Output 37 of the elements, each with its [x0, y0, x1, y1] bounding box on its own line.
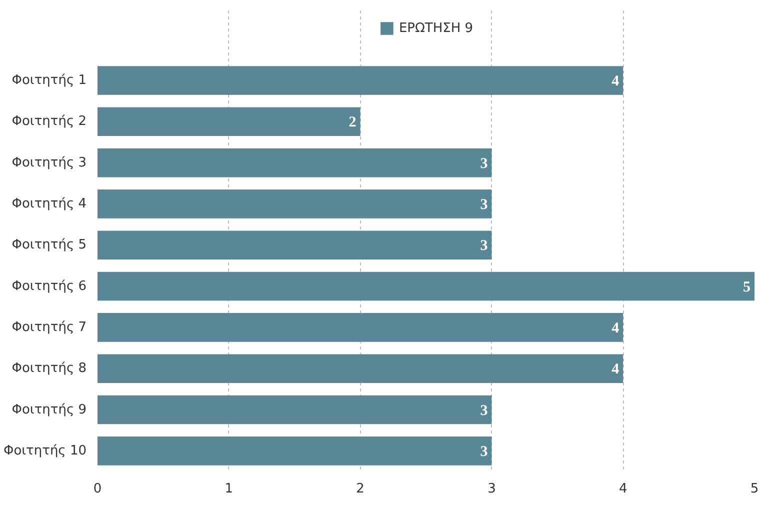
- bar: [98, 66, 624, 95]
- bar: [98, 230, 492, 260]
- x-tick-label: 0: [93, 482, 102, 496]
- data-label: 4: [612, 362, 620, 378]
- data-label: 3: [480, 444, 488, 460]
- bar: [98, 436, 492, 466]
- data-label: 3: [480, 196, 488, 213]
- bar: [98, 272, 754, 301]
- y-tick-label: Φοιτητής 1: [12, 72, 86, 88]
- x-tick-label: 3: [488, 482, 496, 496]
- y-tick-label: Φοιτητής 10: [3, 443, 87, 458]
- data-label: 3: [480, 402, 488, 419]
- y-tick-label: Φοιτητής 3: [12, 155, 86, 170]
- x-tick-label: 5: [750, 482, 759, 496]
- data-label: 2: [348, 114, 356, 131]
- x-tick-label: 4: [618, 482, 628, 496]
- bar: [98, 190, 492, 218]
- x-tick-label: 1: [224, 482, 234, 496]
- bar: [98, 395, 492, 424]
- bar: [98, 354, 624, 384]
- y-tick-label: Φοιτητής 7: [12, 320, 86, 335]
- y-tick-label: Φοιτητής 9: [12, 402, 86, 418]
- y-tick-label: Φοιτητής 2: [12, 114, 86, 130]
- data-label: 3: [480, 238, 488, 254]
- y-tick-label: Φοιτητής 4: [12, 196, 86, 212]
- bar: [98, 148, 492, 178]
- y-tick-label: Φοιτητής 8: [12, 361, 86, 376]
- data-label: 3: [480, 156, 488, 172]
- legend-label: ΕΡΩΤΗΣΗ 9: [398, 20, 474, 36]
- data-label: 4: [612, 320, 620, 336]
- x-tick-label: 2: [356, 482, 364, 496]
- bar: [98, 107, 360, 136]
- data-label: 5: [743, 279, 750, 296]
- data-label: 4: [612, 73, 620, 90]
- bar: [98, 313, 624, 342]
- y-tick-label: Φοιτητής 5: [12, 238, 86, 253]
- y-tick-label: Φοιτητής 6: [12, 278, 86, 294]
